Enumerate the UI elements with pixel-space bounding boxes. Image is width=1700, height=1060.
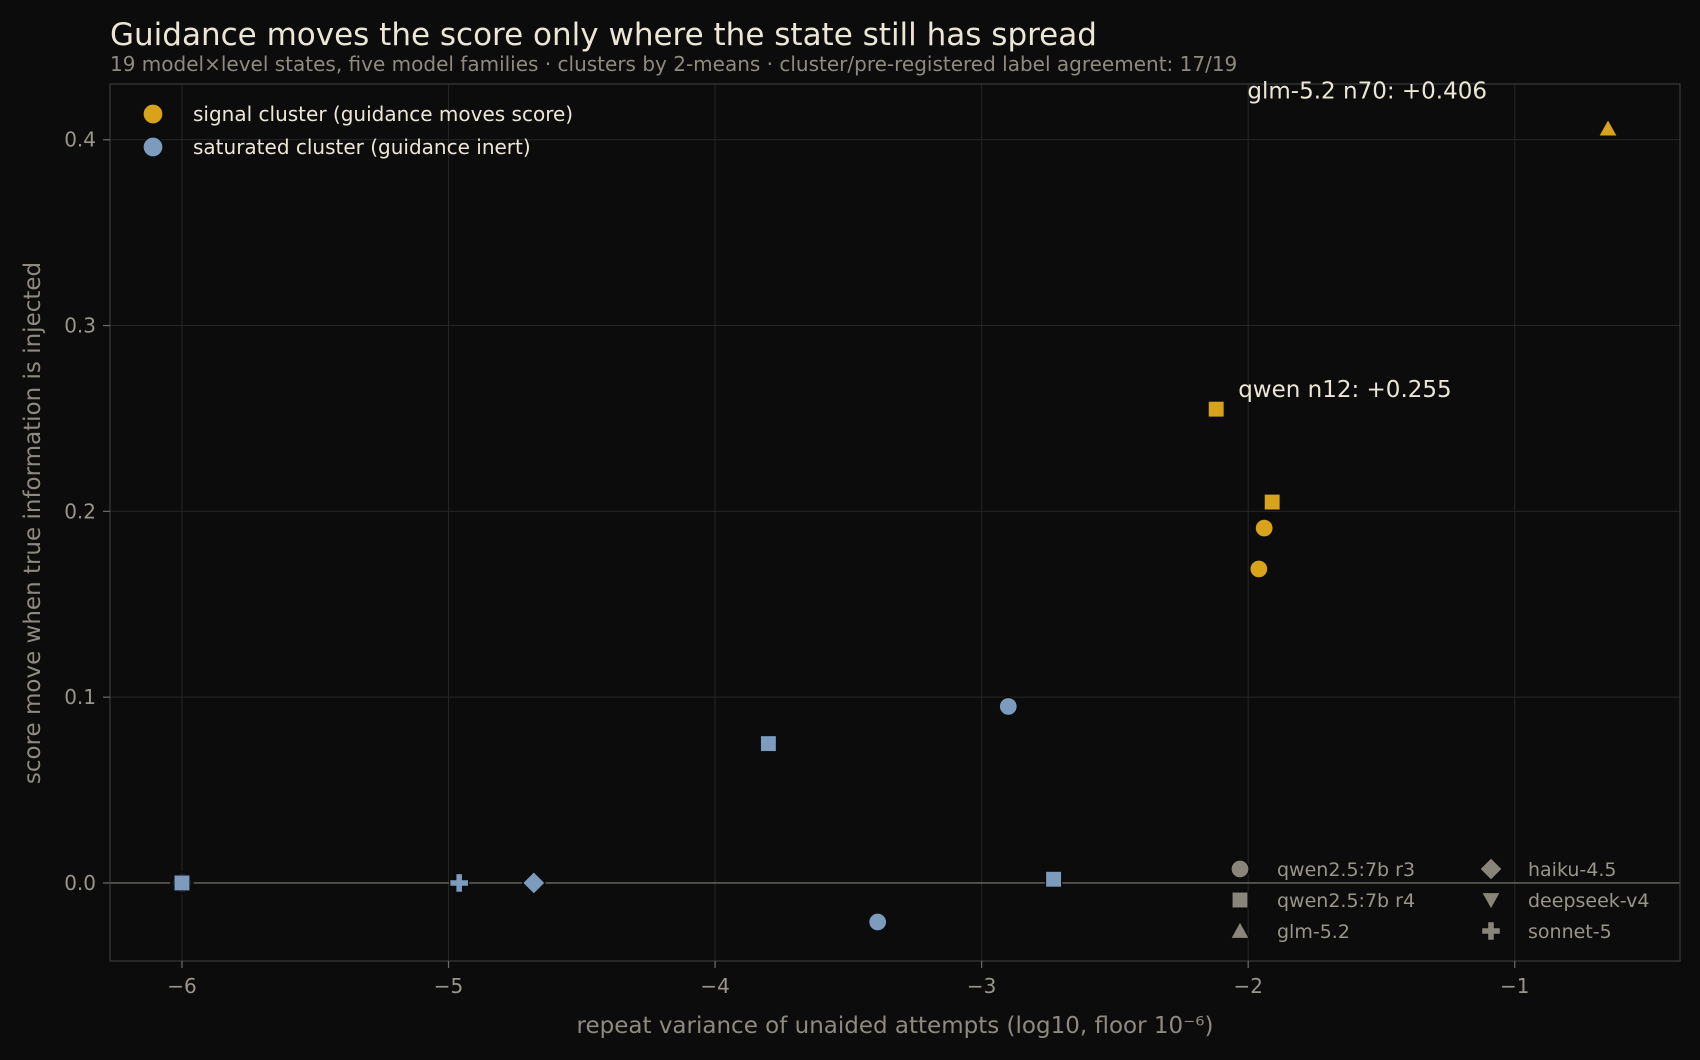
legend-shape-label: glm-5.2 (1277, 921, 1350, 943)
legend-marker-signal (142, 103, 164, 125)
data-point-triangle-up (1597, 117, 1619, 137)
x-tick-label: −4 (700, 974, 729, 998)
y-tick-label: 0.4 (64, 128, 96, 152)
shape-legend: qwen2.5:7b r3 qwen2.5:7b r4 glm-5.2 haiku-4… (1229, 856, 1649, 943)
data-point-square (1263, 493, 1281, 511)
legend-shape-label: qwen2.5:7b r4 (1277, 890, 1415, 912)
x-tick-label: −2 (1233, 974, 1262, 998)
legend-shape-diamond (1478, 856, 1504, 882)
chart-title: Guidance moves the score only where the … (110, 17, 1097, 53)
data-point-plus (449, 872, 470, 894)
y-tick-label: 0.0 (64, 871, 96, 895)
legend-shape-triangle-up (1229, 920, 1251, 940)
chart-subtitle: 19 model×level states, five model famili… (110, 52, 1237, 76)
y-axis-label: score move when true information is inje… (20, 262, 46, 784)
legend-shape-label: qwen2.5:7b r3 (1277, 859, 1415, 881)
x-tick-label: −5 (434, 974, 463, 998)
legend-label-signal: signal cluster (guidance moves score) (193, 102, 573, 126)
legend-marker-saturated (142, 136, 164, 158)
legend-shape-circle (1230, 859, 1250, 879)
legend-shape-label: deepseek-v4 (1528, 890, 1649, 912)
data-point-diamond (521, 870, 546, 896)
data-point-circle (868, 912, 888, 932)
legend-shape-plus (1480, 920, 1502, 942)
x-tick-label: −3 (967, 974, 996, 998)
data-point-circle (998, 696, 1018, 717)
legend-shape-square (1231, 891, 1249, 909)
point-annotation: qwen n12: +0.255 (1238, 377, 1451, 403)
x-axis-ticks: −6 −5 −4 −3 −2 −1 (167, 961, 1529, 998)
y-tick-label: 0.3 (64, 314, 96, 338)
legend-shape-triangle-down (1480, 891, 1502, 911)
legend-shape-label: haiku-4.5 (1528, 859, 1617, 881)
data-point-circle (1254, 518, 1274, 538)
data-point-circle (1249, 559, 1269, 579)
point-annotations: glm-5.2 n70: +0.406 qwen n12: +0.255 (1238, 79, 1487, 404)
cluster-legend: signal cluster (guidance moves score) sat… (142, 102, 573, 159)
x-tick-label: −1 (1500, 974, 1529, 998)
data-point-square (759, 734, 778, 753)
y-axis-ticks: 0.0 0.1 0.2 0.3 0.4 (64, 128, 110, 895)
x-axis-label: repeat variance of unaided attempts (log… (577, 1013, 1214, 1039)
x-tick-label: −6 (167, 974, 196, 998)
data-point-square (1044, 870, 1063, 888)
legend-label-saturated: saturated cluster (guidance inert) (193, 135, 531, 159)
legend-shape-label: sonnet-5 (1528, 921, 1612, 943)
data-point-square (1207, 400, 1225, 418)
point-annotation: glm-5.2 n70: +0.406 (1247, 79, 1487, 105)
data-points (169, 117, 1619, 932)
y-tick-label: 0.2 (64, 499, 96, 523)
data-point-square (173, 874, 191, 892)
plot-frame (109, 83, 1681, 962)
y-tick-label: 0.1 (64, 685, 96, 709)
